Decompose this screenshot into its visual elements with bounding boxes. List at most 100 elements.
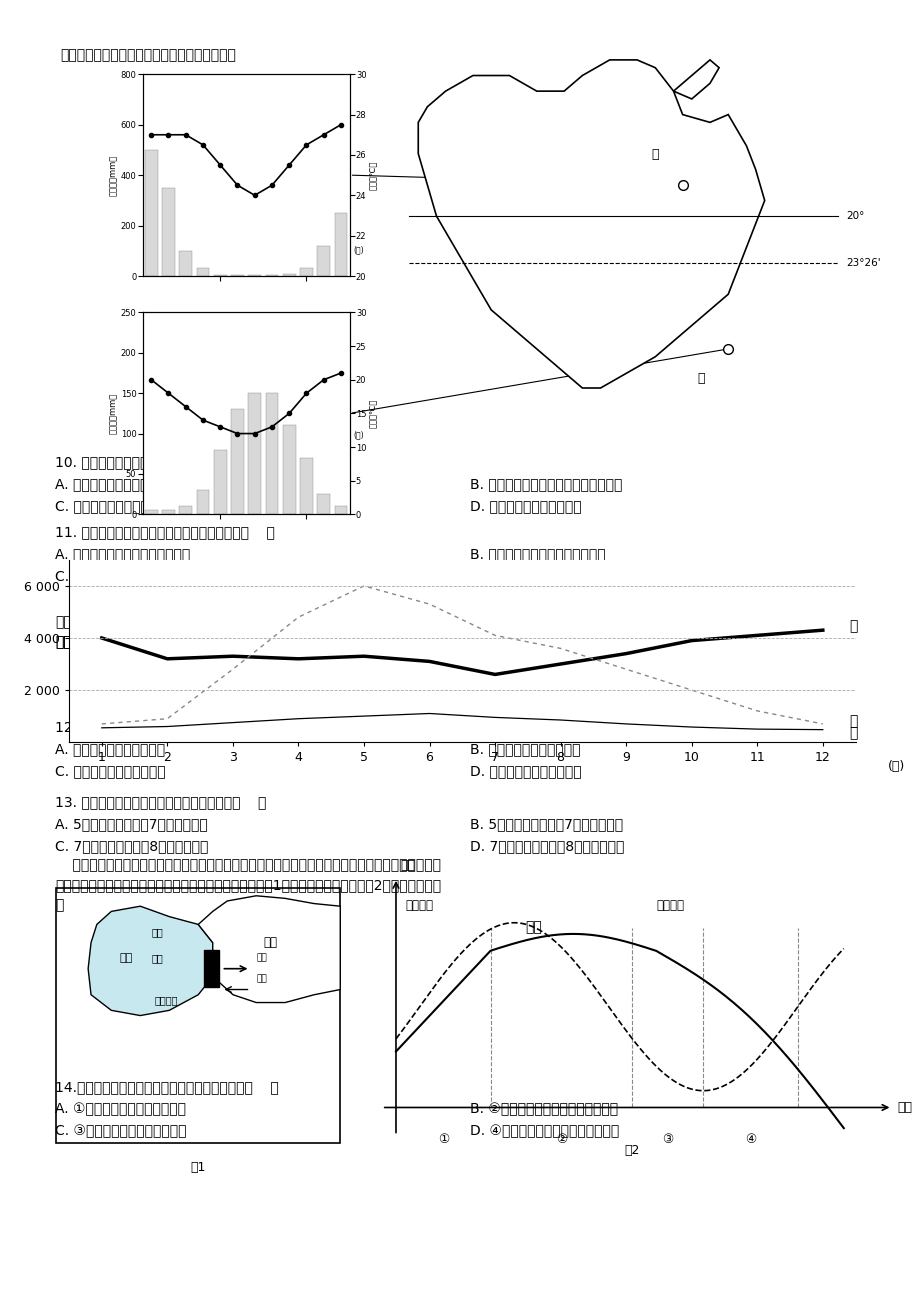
Text: C. 气温年较差甲地大于乙地: C. 气温年较差甲地大于乙地 (55, 499, 165, 513)
Text: (月): (月) (888, 760, 904, 773)
Text: 8: 8 (269, 245, 274, 254)
Text: 某学校地理社团前去研学之后画出了该发电站的平面图（图1）和水库水位变化图（图2）。据此完成下: 某学校地理社团前去研学之后画出了该发电站的平面图（图1）和水库水位变化图（图2）… (55, 878, 440, 892)
Y-axis label: 降水量（mm）: 降水量（mm） (108, 155, 118, 195)
Bar (266, 393, 278, 514)
Text: 乙: 乙 (697, 372, 704, 385)
Text: 12. 图中的甲、乙、丙依次代表（    ）: 12. 图中的甲、乙、丙依次代表（ ） (55, 720, 216, 734)
Bar (317, 495, 330, 514)
Text: D. 两地降水多时，与风带移动有关: D. 两地降水多时，与风带移动有关 (470, 569, 607, 583)
Text: 5: 5 (218, 245, 222, 254)
Text: A. 乙地降水季节变化幅度比甲地大: A. 乙地降水季节变化幅度比甲地大 (55, 477, 190, 491)
Bar (144, 150, 157, 276)
Text: 甲: 甲 (651, 148, 658, 161)
Text: 11: 11 (319, 245, 328, 254)
Bar (213, 449, 226, 514)
Text: 4: 4 (200, 245, 205, 254)
Bar (162, 187, 175, 276)
Text: C. ③时段关闸减缓海水流入水库: C. ③时段关闸减缓海水流入水库 (55, 1124, 187, 1138)
Bar (335, 214, 347, 276)
Text: 列: 列 (55, 898, 63, 911)
Text: 6: 6 (234, 245, 240, 254)
Text: 图1: 图1 (190, 1161, 206, 1174)
Bar (282, 426, 295, 514)
Text: 11. 关于甲、乙两地降水的成因叙述，正确的是（    ）: 11. 关于甲、乙两地降水的成因叙述，正确的是（ ） (55, 525, 275, 539)
Text: C. 南墙、楼顶水平面、北墙: C. 南墙、楼顶水平面、北墙 (55, 764, 165, 779)
Text: 14.关于四个时段水闸开关的原因，判断正确的是（    ）: 14.关于四个时段水闸开关的原因，判断正确的是（ ） (55, 1079, 278, 1094)
Text: 图2: 图2 (624, 1144, 640, 1157)
Text: 10. 比较甲、乙两地气候特点，叙述正确的是（    ）: 10. 比较甲、乙两地气候特点，叙述正确的是（ ） (55, 454, 267, 469)
Text: 近年来，节能建筑受到人们的普遍关注。北京市某中学地理兴趣小组在2020年对该校教学楼进行研: 近年来，节能建筑受到人们的普遍关注。北京市某中学地理兴趣小组在2020年对该校教… (55, 595, 450, 609)
Text: (月): (月) (353, 245, 364, 254)
Text: B. 甲地冬夏季降水大小于乙地冬季降水: B. 甲地冬夏季降水大小于乙地冬季降水 (470, 477, 621, 491)
Bar (144, 510, 157, 514)
Text: 水坝: 水坝 (152, 953, 164, 963)
Text: 水流: 水流 (255, 954, 267, 962)
Text: 8: 8 (269, 430, 274, 439)
Text: D. 年平均气温甲地大于乙地: D. 年平均气温甲地大于乙地 (470, 499, 581, 513)
Bar (231, 409, 244, 514)
Bar (162, 510, 175, 514)
Text: 10: 10 (301, 430, 311, 439)
Text: 甲: 甲 (848, 620, 857, 633)
Y-axis label: 温度（℃）: 温度（℃） (369, 398, 378, 428)
Text: 究。下图中甲乙丙示意教学楼顶楼水平面、南墙、北墙单位面积接受太阳辐射量的月变化。据此完成下面: 究。下图中甲乙丙示意教学楼顶楼水平面、南墙、北墙单位面积接受太阳辐射量的月变化。… (55, 615, 440, 629)
Polygon shape (199, 896, 340, 1003)
Text: 时间: 时间 (896, 1101, 911, 1115)
Text: 11: 11 (319, 430, 328, 439)
Text: 水库水位: 水库水位 (655, 898, 683, 911)
Bar (179, 251, 192, 276)
Text: ③: ③ (662, 1133, 673, 1146)
Text: 2: 2 (166, 245, 171, 254)
Polygon shape (673, 60, 719, 99)
Text: D. ④时段末期开闸便于海水流入水库: D. ④时段末期开闸便于海水流入水库 (470, 1124, 618, 1138)
Text: 小题。: 小题。 (55, 635, 80, 648)
Text: B. 楼顶水平面、北墙、南墙: B. 楼顶水平面、北墙、南墙 (470, 742, 580, 756)
Bar (204, 950, 219, 987)
Text: 6: 6 (234, 430, 240, 439)
Text: 水库: 水库 (119, 953, 132, 963)
Text: 海洋: 海洋 (264, 936, 278, 949)
Text: A. 甲地降水多时，与西南季风有关: A. 甲地降水多时，与西南季风有关 (55, 547, 190, 561)
Polygon shape (418, 60, 764, 388)
Text: 位于浙江温岭市乐清湾北端江厦港的潮汐发电站是我国第一座双向潮汐发电站，涨潮落潮都能发电。: 位于浙江温岭市乐清湾北端江厦港的潮汐发电站是我国第一座双向潮汐发电站，涨潮落潮都… (55, 858, 440, 872)
Y-axis label: 温度（℃）: 温度（℃） (369, 160, 378, 190)
Text: ①: ① (437, 1133, 448, 1146)
Text: B. 5月太阳辄射量多于7月，太阳活动: B. 5月太阳辄射量多于7月，太阳活动 (470, 816, 622, 831)
Bar (282, 273, 295, 276)
Text: 12: 12 (335, 245, 346, 254)
Bar (248, 393, 261, 514)
Text: 读世界某区域气候资料图、，回答下列各小题。: 读世界某区域气候资料图、，回答下列各小题。 (60, 48, 235, 62)
Bar (300, 458, 312, 514)
Text: D. 楼顶水平面、南墙、北墙: D. 楼顶水平面、南墙、北墙 (470, 764, 581, 779)
Text: 20°: 20° (845, 211, 864, 221)
Y-axis label: 降水量（mm）: 降水量（mm） (108, 393, 118, 434)
Text: 海水水位: 海水水位 (405, 898, 433, 911)
Text: 3: 3 (183, 245, 188, 254)
Text: 丙: 丙 (848, 727, 857, 741)
Text: 23°26': 23°26' (845, 258, 880, 268)
Text: 5: 5 (218, 430, 222, 439)
Text: B. ②时段前期关闸防止水库海水外泄: B. ②时段前期关闸防止水库海水外泄 (470, 1101, 618, 1116)
Text: C. 两地降水少时，与副热带高压有关: C. 两地降水少时，与副热带高压有关 (55, 569, 199, 583)
Bar (300, 268, 312, 276)
Text: 方向: 方向 (255, 975, 267, 983)
Text: (月): (月) (353, 430, 364, 439)
Text: 9: 9 (287, 245, 291, 254)
Text: A. 5月太阳辐射量多于7月，天气状况: A. 5月太阳辐射量多于7月，天气状况 (55, 816, 208, 831)
Text: 发电机组: 发电机组 (154, 995, 178, 1005)
Text: 9: 9 (287, 430, 291, 439)
Text: A. ①时段开闸增加水库流出水量: A. ①时段开闸增加水库流出水量 (55, 1101, 186, 1116)
Text: 3: 3 (183, 430, 188, 439)
Bar (179, 506, 192, 514)
Text: ②: ② (555, 1133, 566, 1146)
Text: 小题。: 小题。 (55, 635, 80, 648)
Text: C. 7月太阳辄射量少于8月，太阳高度: C. 7月太阳辄射量少于8月，太阳高度 (55, 838, 208, 853)
Text: 水闸: 水闸 (152, 927, 164, 937)
Text: 10: 10 (301, 245, 311, 254)
Text: 水位: 水位 (401, 859, 415, 872)
Bar (197, 490, 210, 514)
Text: ④: ④ (744, 1133, 755, 1146)
Text: 太阳辐射量（MJ·m⁻²）: 太阳辐射量（MJ·m⁻²） (140, 635, 245, 648)
Text: 1: 1 (149, 430, 153, 439)
Text: A. 北墙、楼顶水平面、南墙: A. 北墙、楼顶水平面、南墙 (55, 742, 165, 756)
